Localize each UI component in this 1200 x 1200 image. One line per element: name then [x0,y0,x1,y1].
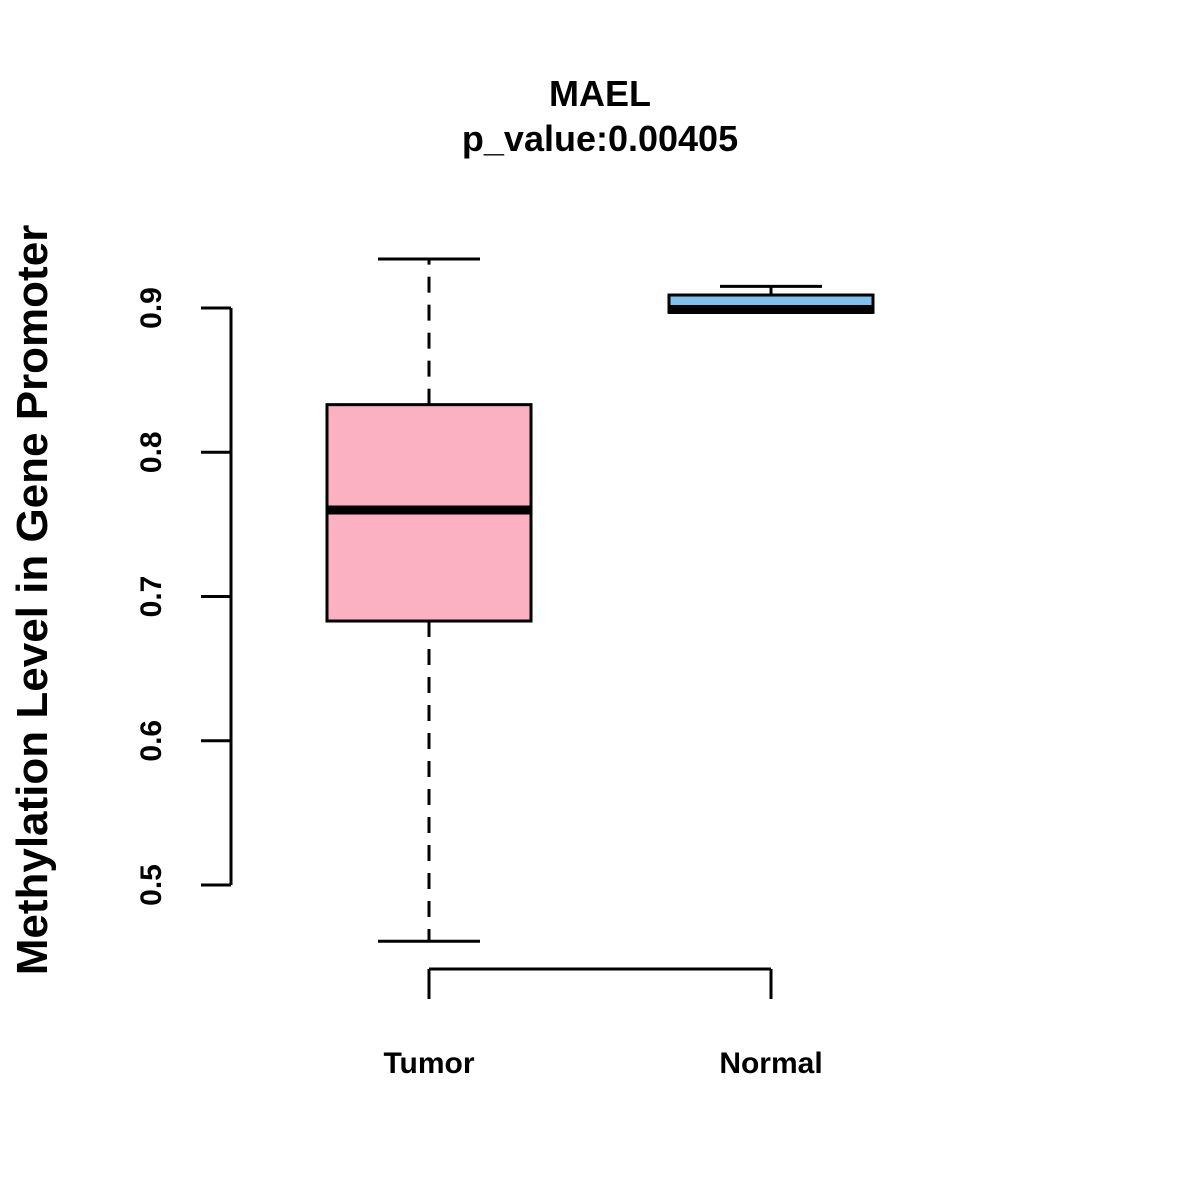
x-axis: Tumor Normal [383,967,823,1080]
x-tick-label-tumor: Tumor [383,1047,474,1080]
box-normal [667,284,875,314]
y-axis: 0.5 0.6 0.7 0.8 0.9 [135,287,233,906]
y-tick-label: 0.7 [135,576,168,618]
x-tick-label-normal: Normal [719,1047,822,1080]
y-tick-label: 0.8 [135,431,168,473]
y-tick-label: 0.6 [135,720,168,762]
y-tick-label: 0.5 [135,864,168,906]
box-tumor [325,257,533,943]
boxes-group [325,257,875,943]
y-axis-label: Methylation Level in Gene Promoter [8,225,57,976]
chart-subtitle: p_value:0.00405 [462,118,738,159]
chart-title: MAEL [549,73,651,114]
y-tick-label: 0.9 [135,287,168,329]
